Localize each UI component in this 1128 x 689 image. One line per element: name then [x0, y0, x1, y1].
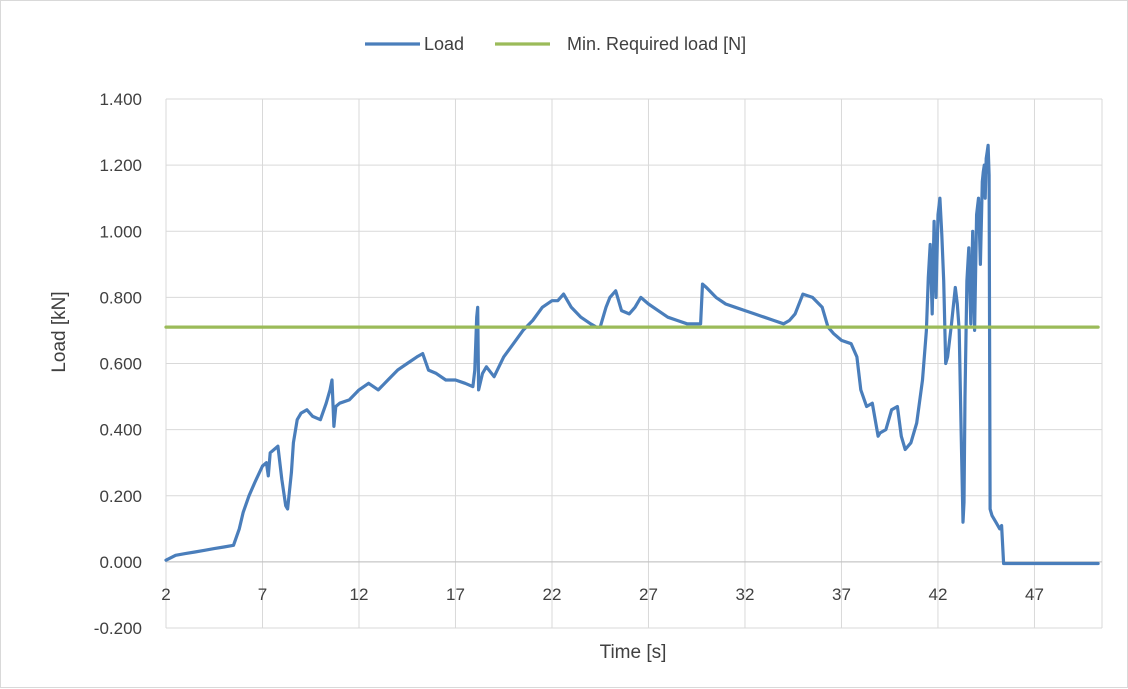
series-lines — [164, 143, 1100, 566]
y-tick-label: 1.400 — [99, 90, 142, 109]
y-axis-title: Load [kN] — [49, 291, 70, 372]
y-tick-label: 0.400 — [99, 421, 142, 440]
y-tick-label: 1.200 — [99, 156, 142, 175]
y-tick-label: 0.200 — [99, 487, 142, 506]
x-tick-label: 12 — [350, 585, 369, 604]
x-tick-label: 17 — [446, 585, 465, 604]
x-tick-label: 22 — [543, 585, 562, 604]
legend-label-1: Min. Required load [N] — [567, 34, 746, 54]
y-tick-label: 0.800 — [99, 288, 142, 307]
y-tick-label: 0.600 — [99, 355, 142, 374]
y-tick-label: -0.200 — [94, 619, 142, 638]
x-tick-label: 27 — [639, 585, 658, 604]
y-axis-ticks: -0.200 0.000 0.200 0.400 0.600 0.800 1.000 1.20… — [94, 90, 142, 638]
x-tick-label: 2 — [161, 585, 170, 604]
x-tick-label: 37 — [832, 585, 851, 604]
grid-lines — [165, 98, 1103, 629]
legend: Load Min. Required load [N] — [365, 34, 746, 54]
y-tick-label: 1.000 — [99, 222, 142, 241]
series-line-0 — [164, 143, 1100, 566]
y-tick-label: 0.000 — [99, 553, 142, 572]
x-axis-title: Time [s] — [600, 642, 667, 663]
x-tick-label: 47 — [1025, 585, 1044, 604]
x-axis-ticks: 2 7 12 17 22 27 32 37 42 47 — [161, 585, 1044, 604]
x-tick-label: 42 — [928, 585, 947, 604]
x-tick-label: 7 — [258, 585, 267, 604]
legend-label-0: Load — [424, 34, 464, 54]
x-tick-label: 32 — [736, 585, 755, 604]
